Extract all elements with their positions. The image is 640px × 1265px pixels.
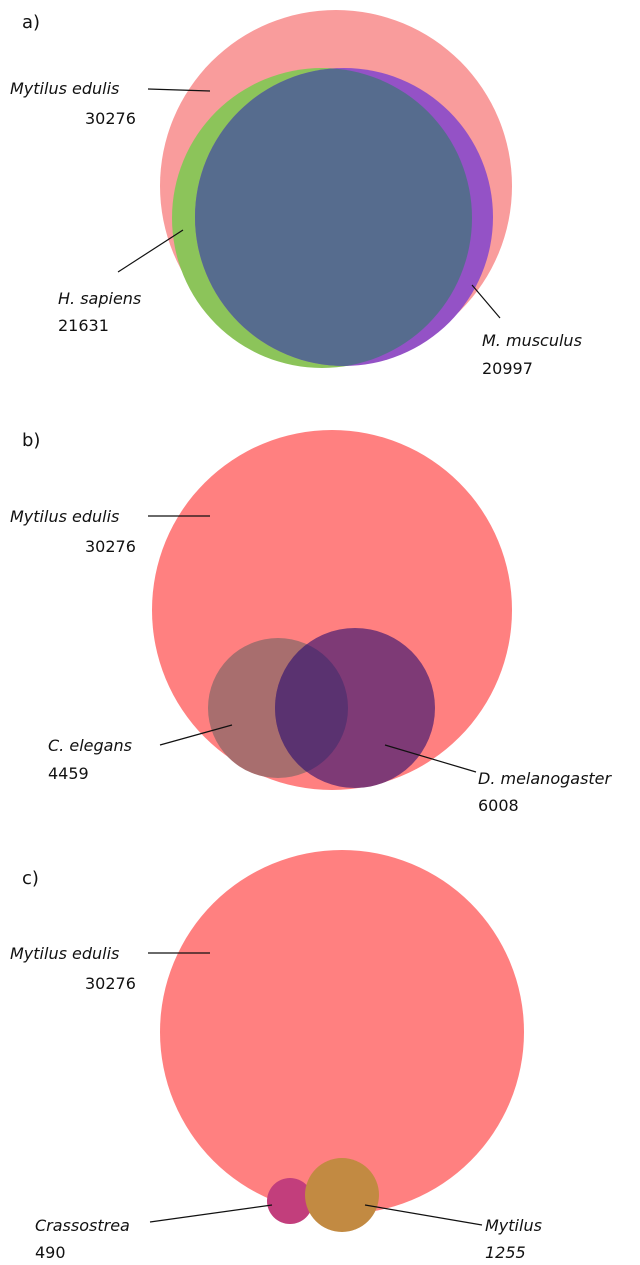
- leader-line: [471, 284, 501, 319]
- overlap: [195, 68, 472, 366]
- set-count: 490: [35, 1243, 66, 1262]
- set-name: H. sapiens: [58, 289, 141, 308]
- set-count: 30276: [85, 109, 136, 128]
- panel-label: c): [22, 868, 39, 889]
- set-name: Mytilus edulis: [10, 79, 119, 98]
- leader-line: [147, 88, 211, 92]
- leader-line: [384, 744, 477, 773]
- set-name: Crassostrea: [35, 1216, 130, 1235]
- leader-line: [149, 1204, 273, 1223]
- set-name: C. elegans: [48, 736, 132, 755]
- panel: c) Mytilus edulis 30276 Crassostrea 490 Mytil…: [10, 850, 542, 1262]
- leader-line: [159, 724, 233, 746]
- panel: b) Mytilus edulis 30276 C. elegans 4459 D. me…: [10, 430, 613, 815]
- overlap: [275, 638, 348, 778]
- set-count: 4459: [48, 764, 89, 783]
- leader-line: [117, 229, 184, 273]
- set-name: Mytilus edulis: [10, 944, 119, 963]
- set-count: 20997: [482, 359, 533, 378]
- leader-line: [364, 1204, 483, 1226]
- set-count: 30276: [85, 974, 136, 993]
- set-name: M. musculus: [482, 331, 582, 350]
- panel-label: a): [22, 12, 40, 33]
- panel-label: b): [22, 430, 40, 451]
- set-count: 21631: [58, 316, 109, 335]
- set-name: Mytilus: [485, 1216, 542, 1235]
- set-circle: [160, 850, 524, 1214]
- set-count: 1255: [485, 1243, 526, 1262]
- set-circle: [305, 1158, 379, 1232]
- panel: a) Mytilus edulis 30276 H. sapiens 21631 M. m…: [10, 10, 582, 378]
- set-circle: [267, 1178, 313, 1224]
- set-name: Mytilus edulis: [10, 507, 119, 526]
- set-count: 6008: [478, 796, 519, 815]
- set-name: D. melanogaster: [478, 769, 613, 788]
- set-count: 30276: [85, 537, 136, 556]
